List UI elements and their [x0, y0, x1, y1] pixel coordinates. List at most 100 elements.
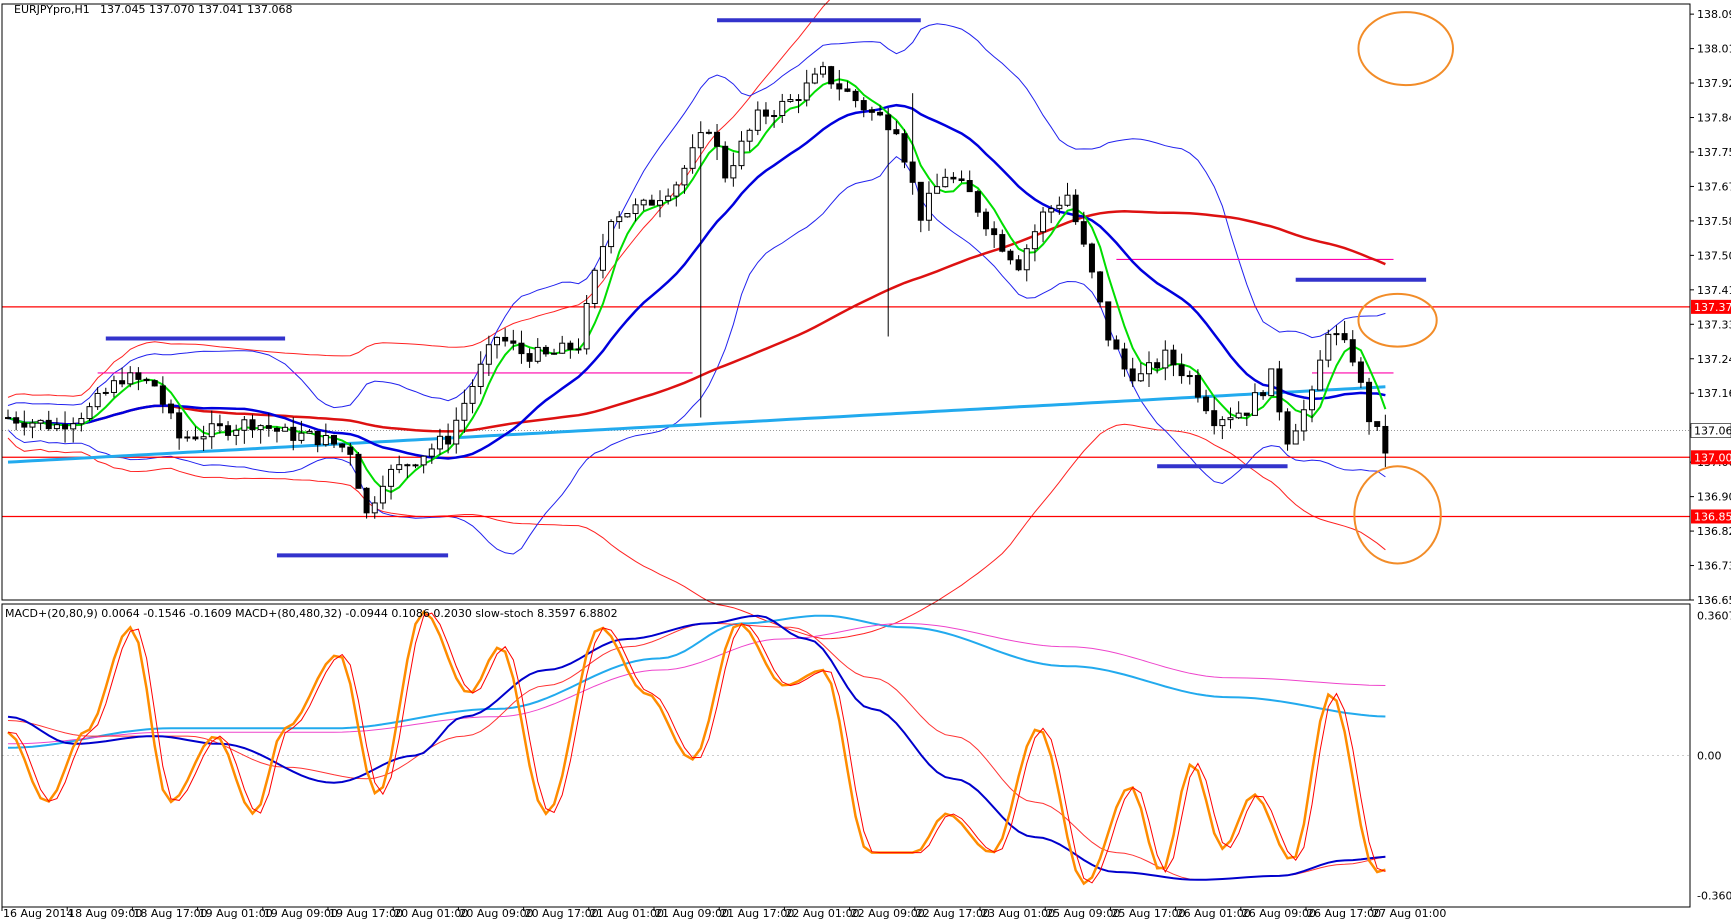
candle-body	[950, 176, 957, 180]
candle-body	[355, 453, 362, 489]
candle-body	[461, 402, 468, 421]
candle-body	[909, 161, 916, 183]
candle-body	[665, 195, 672, 202]
candle-body	[697, 132, 704, 149]
candle-body	[21, 422, 28, 428]
candle-body	[559, 342, 566, 354]
candle-body	[282, 426, 289, 432]
candle-body	[1325, 333, 1332, 361]
candle-body	[265, 425, 272, 429]
candle-body	[453, 419, 460, 445]
price-badge	[1691, 450, 1731, 465]
y-tick-label: 136.820	[1697, 525, 1731, 538]
candle-body	[404, 464, 411, 467]
candle-body	[1170, 349, 1177, 366]
candle-body	[1260, 392, 1267, 397]
candle-body	[290, 426, 297, 441]
y-tick-label: 137.925	[1697, 77, 1731, 90]
candle-body	[787, 99, 794, 102]
highlight-circle	[1357, 11, 1454, 87]
candle-body	[852, 90, 859, 102]
x-tick-label: 22 Aug 09:00	[851, 907, 925, 920]
candle-body	[1129, 368, 1136, 382]
candle-body	[860, 100, 867, 111]
highlight-circle	[1357, 292, 1438, 348]
candle-body	[754, 109, 761, 131]
outer-band-lower	[7, 423, 1386, 640]
candle-body	[657, 200, 663, 206]
y-tick-label: 137.585	[1697, 215, 1731, 228]
candle-body	[1072, 194, 1079, 223]
candle-body	[583, 302, 590, 350]
candle-body	[135, 372, 142, 380]
candle-body	[29, 422, 36, 428]
stoch-signal	[7, 612, 1386, 884]
candle-body	[1031, 231, 1038, 250]
candle-body	[795, 99, 802, 102]
candle-body	[599, 246, 606, 271]
candle-body	[1015, 259, 1022, 271]
candle-body	[1382, 425, 1389, 454]
candle-body	[836, 83, 843, 90]
candle-body	[102, 391, 109, 394]
candle-body	[738, 140, 745, 167]
candle-body	[62, 424, 69, 430]
candle-body	[347, 446, 354, 455]
candle-body	[371, 502, 378, 514]
candle-body	[428, 448, 435, 457]
candle-body	[1211, 410, 1218, 427]
candle-body	[37, 419, 44, 424]
x-tick-label: 20 Aug 09:00	[459, 907, 533, 920]
x-tick-label: 21 Aug 09:00	[655, 907, 729, 920]
price-badge	[1691, 299, 1731, 314]
candle-body	[1203, 396, 1210, 412]
candle-body	[901, 133, 908, 163]
candle-body	[616, 216, 623, 223]
candle-body	[502, 336, 509, 342]
current-price-box	[1690, 423, 1731, 438]
y-tick-label: 136.650	[1697, 594, 1731, 607]
candle-body	[363, 487, 370, 514]
candle-body	[828, 66, 835, 85]
candle-body	[1056, 204, 1063, 210]
price-header-ohlc: 137.045 137.070 137.041 137.068	[100, 3, 292, 16]
candle-body	[94, 392, 101, 408]
x-tick-label: 18 Aug 09:00	[68, 907, 142, 920]
price-panel[interactable]	[2, 0, 1690, 640]
candle-body	[1268, 368, 1275, 397]
candle-body	[1341, 333, 1348, 341]
candle-body	[844, 88, 851, 92]
y-tick-label: 136.905	[1697, 491, 1731, 504]
blue-ma	[7, 103, 1386, 460]
y-tick-label: 137.840	[1697, 112, 1731, 125]
candle-body	[176, 412, 183, 439]
candle-body	[1374, 421, 1381, 427]
x-tick-label: 21 Aug 01:00	[590, 907, 664, 920]
candle-body	[1235, 412, 1242, 419]
candle-body	[942, 176, 949, 188]
candle-body	[632, 204, 639, 215]
indicator-panel[interactable]	[2, 609, 1690, 886]
x-tick-label: 21 Aug 17:00	[720, 907, 794, 920]
y-tick-label: 137.415	[1697, 284, 1731, 297]
candle-body	[331, 435, 337, 445]
candle-body	[1366, 381, 1373, 423]
candle-body	[518, 342, 525, 355]
candle-body	[925, 192, 932, 221]
candle-body	[485, 344, 492, 365]
candle-body	[388, 468, 395, 487]
candle-body	[820, 66, 826, 75]
candle-body	[339, 443, 346, 448]
candle-body	[70, 423, 77, 430]
candle-body	[225, 425, 232, 436]
y-tick-label: 137.500	[1697, 249, 1731, 262]
candle-body	[648, 199, 655, 206]
candle-body	[1007, 250, 1014, 261]
indicator-panel-frame	[1, 603, 1691, 908]
candle-body	[868, 109, 875, 113]
candle-body	[1113, 339, 1120, 350]
candle-body	[640, 199, 647, 206]
candle-body	[168, 403, 174, 414]
macd-slow-main	[7, 614, 1386, 749]
candle-body	[379, 485, 386, 504]
